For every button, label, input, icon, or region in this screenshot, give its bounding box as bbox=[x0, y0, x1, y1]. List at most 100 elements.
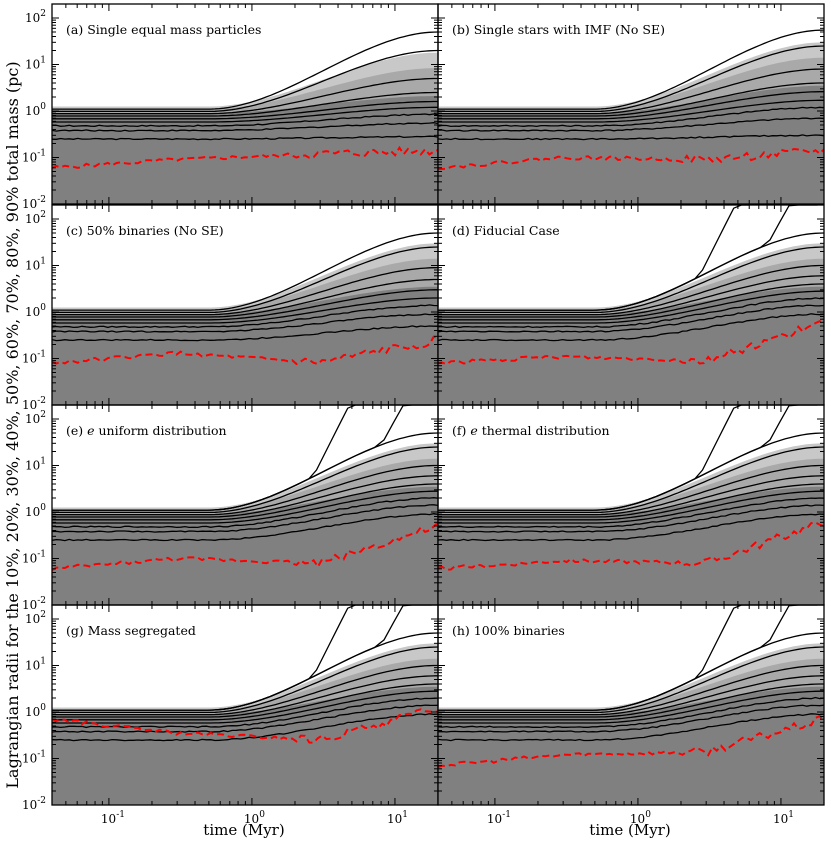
shade-inner bbox=[52, 286, 438, 405]
y-tick-label: 100 bbox=[25, 303, 46, 319]
lagrangian-line-50 bbox=[52, 100, 438, 120]
lagrangian-line-60 bbox=[438, 82, 824, 117]
lagrangian-line-60 bbox=[52, 675, 438, 718]
lagrangian-line-60 bbox=[438, 475, 824, 518]
lagrangian-line-30 bbox=[52, 113, 438, 128]
core-radius-line bbox=[438, 715, 824, 768]
y-tick-label: 10-1 bbox=[22, 749, 46, 765]
lagrangian-line-60 bbox=[52, 91, 438, 117]
lagrangian-line-20 bbox=[52, 122, 438, 132]
panel-plot-area bbox=[52, 232, 438, 405]
core-radius-line bbox=[52, 521, 438, 572]
lagrangian-line-40 bbox=[438, 290, 824, 324]
lagrangian-line-60 bbox=[438, 675, 824, 718]
y-tick-label: 10-2 bbox=[22, 796, 46, 812]
lagrangian-line-20 bbox=[52, 313, 438, 333]
x-axis-label-left: time (Myr) bbox=[203, 821, 284, 839]
lagrangian-line-90 bbox=[52, 232, 438, 311]
lagrangian-line-50 bbox=[52, 483, 438, 521]
panel-title: (a) Single equal mass particles bbox=[66, 22, 261, 37]
y-tick-label: 10-1 bbox=[22, 148, 46, 164]
y-tick-label: 100 bbox=[25, 703, 46, 719]
lagrangian-line-30 bbox=[52, 304, 438, 329]
lagrangian-line-30 bbox=[438, 106, 824, 128]
lagrangian-line-10 bbox=[52, 325, 438, 342]
panel-a: 10-2 10-1 100 101 102 (a) Single equal mass p… bbox=[22, 3, 439, 211]
panel-plot-area bbox=[52, 405, 438, 605]
lagrangian-line-20 bbox=[438, 304, 824, 333]
y-axis-label: Lagrangian radii for the 10%, 20%, 30%, … bbox=[3, 61, 22, 788]
lagrangian-line-10 bbox=[52, 135, 438, 141]
lagrangian-line-10 bbox=[52, 513, 438, 542]
lagrangian-line-10 bbox=[438, 313, 824, 342]
panel-plot-area bbox=[438, 605, 824, 805]
lagrangian-line-20 bbox=[52, 504, 438, 533]
core-radius-line bbox=[52, 335, 438, 366]
shade-inner bbox=[52, 486, 438, 605]
lagrangian-line-70 bbox=[52, 464, 438, 516]
lagrangian-line-50 bbox=[438, 283, 824, 321]
panel-plot-area bbox=[438, 405, 824, 605]
lagrangian-line-40 bbox=[438, 490, 824, 524]
panel-b: (b) Single stars with IMF (No SE) bbox=[437, 3, 825, 205]
panel-title: (d) Fiducial Case bbox=[452, 223, 560, 238]
lagrangian-line-20 bbox=[438, 704, 824, 733]
lagrangian-line-50 bbox=[52, 683, 438, 721]
lagrangian-line-50 bbox=[438, 683, 824, 721]
lagrangian-line-40 bbox=[52, 490, 438, 524]
core-radius-line bbox=[438, 521, 824, 571]
panel-plot-area bbox=[438, 29, 824, 204]
lagrangian-line-50 bbox=[52, 289, 438, 321]
lagrangian-line-90 bbox=[438, 29, 824, 110]
escape-line-2 bbox=[52, 605, 432, 711]
shade-inner bbox=[438, 486, 824, 605]
lagrangian-line-60 bbox=[52, 475, 438, 518]
core-radius-line bbox=[52, 708, 438, 744]
lagrangian-line-40 bbox=[52, 106, 438, 123]
lagrangian-line-40 bbox=[438, 690, 824, 724]
x-tick-label: 101 bbox=[773, 810, 794, 826]
y-tick-label: 102 bbox=[25, 210, 46, 226]
lagrangian-line-60 bbox=[52, 278, 438, 318]
y-tick-label: 10-1 bbox=[22, 549, 46, 565]
y-tick-label: 10-1 bbox=[22, 349, 46, 365]
panel-h: 10-1 100 101(h) 100% binaries bbox=[437, 604, 825, 826]
lagrangian-line-80 bbox=[438, 246, 824, 314]
y-tick-label: 10-2 bbox=[22, 195, 46, 211]
lagrangian-line-80 bbox=[52, 246, 438, 314]
panel-plot-area bbox=[52, 31, 438, 204]
y-tick-label: 102 bbox=[25, 410, 46, 426]
lagrangian-line-20 bbox=[438, 504, 824, 533]
lagrangian-line-80 bbox=[438, 646, 824, 714]
y-tick-label: 101 bbox=[25, 55, 46, 71]
lagrangian-line-70 bbox=[438, 264, 824, 316]
shade-inner bbox=[52, 686, 438, 805]
core-radius-line bbox=[438, 318, 824, 366]
escape-line-2 bbox=[438, 405, 818, 511]
core-radius-line bbox=[52, 145, 438, 170]
lagrangian-line-80 bbox=[438, 446, 824, 514]
escape-line-2 bbox=[52, 405, 432, 511]
lagrangian-line-70 bbox=[438, 464, 824, 516]
lagrangian-line-20 bbox=[52, 704, 438, 733]
escape-line-2 bbox=[438, 205, 818, 311]
lagrangian-line-30 bbox=[438, 696, 824, 729]
panel-d: (d) Fiducial Case bbox=[437, 204, 825, 406]
lagrangian-line-80 bbox=[52, 446, 438, 514]
panel-f: (f) e thermal distribution bbox=[437, 404, 825, 606]
lagrangian-line-70 bbox=[52, 664, 438, 716]
y-tick-label: 101 bbox=[25, 456, 46, 472]
panel-title: (b) Single stars with IMF (No SE) bbox=[452, 22, 665, 37]
shade-inner bbox=[438, 686, 824, 805]
core-radius-line bbox=[438, 147, 824, 171]
panels-group: 10-2 10-1 100 101 102 (a) Single equal mass p… bbox=[22, 3, 825, 826]
lagrangian-line-70 bbox=[438, 68, 824, 115]
lagrangian-line-90 bbox=[52, 31, 438, 110]
lagrangian-line-70 bbox=[438, 664, 824, 716]
shade-inner bbox=[438, 286, 824, 405]
y-tick-label: 100 bbox=[25, 503, 46, 519]
lagrangian-line-80 bbox=[438, 45, 824, 113]
lagrangian-line-60 bbox=[438, 275, 824, 318]
